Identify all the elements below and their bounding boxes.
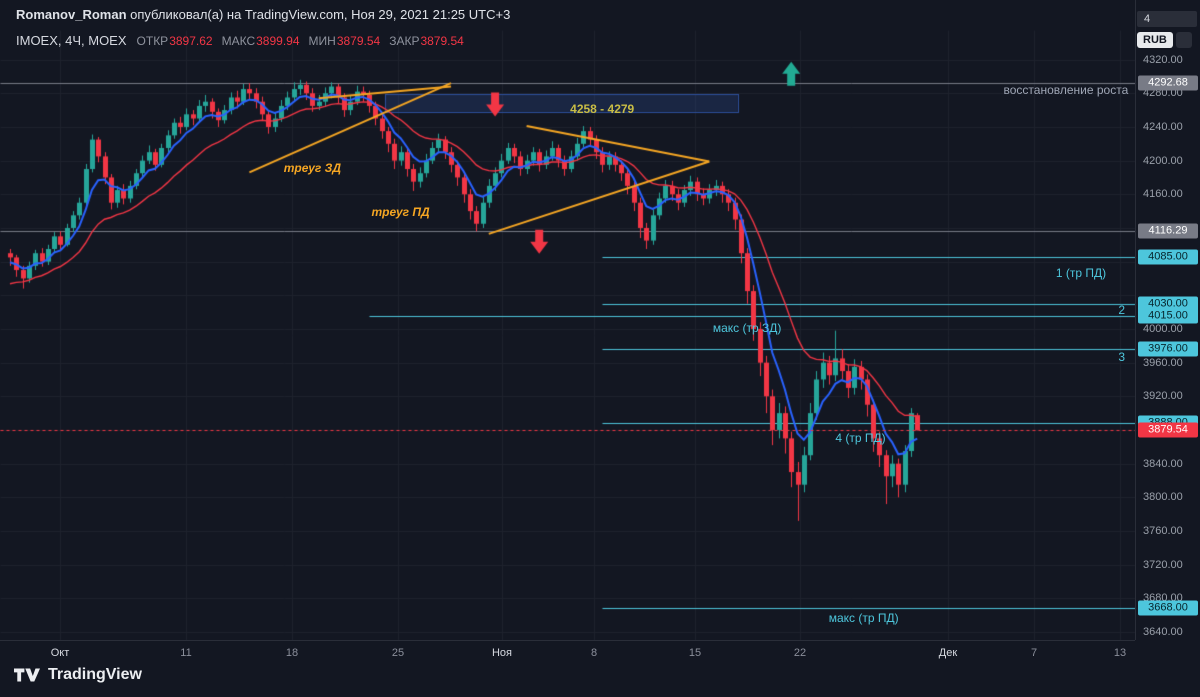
time-label-11: 11 (180, 647, 192, 659)
chart-annotation: 4 (тр ПД) (835, 431, 886, 446)
author-name: Romanov_Roman (16, 7, 127, 22)
price-tick: 3760.00 (1143, 524, 1183, 537)
price-tick: 3920.00 (1143, 390, 1183, 403)
time-label-22: 22 (793, 647, 807, 659)
chart-annotation: восстановление роста (1003, 82, 1129, 97)
ohlc-field-ЗАКР: ЗАКР3879.54 (389, 34, 464, 48)
publish-text: опубликовал(а) на TradingView.com, Ноя 2… (126, 7, 511, 22)
price-badge-3976.00: 3976.00 (1138, 341, 1198, 357)
chart-annotation: макс (тр ПД) (828, 610, 899, 625)
price-tick: 4280.00 (1143, 87, 1183, 100)
time-label-7: 7 (1030, 647, 1038, 659)
price-badge-4292.68: 4292.68 (1138, 75, 1198, 91)
tradingview-logo[interactable]: TradingView (14, 666, 142, 684)
price-axis-top: 4 RUB (1137, 11, 1199, 48)
chart-annotation: 2 (1118, 303, 1126, 318)
time-label-Окт: Окт (50, 647, 70, 659)
ohlc-fields: ОТКР3897.62 МАКС3899.94 МИН3879.54 ЗАКР3879… (137, 33, 473, 48)
price-tick: 4000.00 (1143, 322, 1183, 335)
price-badge-4085.00: 4085.00 (1138, 249, 1198, 265)
price-tick: 3840.00 (1143, 457, 1183, 470)
price-axis[interactable]: 4320.00 4280.00 4240.00 4200.00 4160.00 4000.… (1135, 0, 1200, 640)
price-badge-4030.00: 4030.00 (1138, 296, 1198, 312)
price-tick: 3640.00 (1143, 626, 1183, 638)
time-label-15: 15 (688, 647, 702, 659)
price-tick: 4200.00 (1143, 154, 1183, 167)
chart-annotation: 1 (тр ПД) (1055, 266, 1107, 281)
chart-annotation: 4258 - 4279 (570, 102, 635, 117)
logo-text: TradingView (48, 666, 142, 683)
price-tick: 3960.00 (1143, 356, 1183, 369)
time-label-Ноя: Ноя (491, 647, 513, 659)
ohlc-field-ОТКР: ОТКР3897.62 (136, 34, 213, 48)
time-label-8: 8 (590, 647, 598, 659)
chart-annotation: треуг ПД (371, 204, 430, 219)
publish-info: Romanov_Roman опубликовал(а) на TradingV… (16, 7, 510, 22)
time-axis[interactable]: Окт 11 18 25 Ноя 8 15 22 Дек 7 13 (0, 640, 1135, 667)
tradingview-logo-icon (14, 668, 40, 682)
price-axis-top-badge: 4 (1137, 11, 1197, 27)
time-label-13: 13 (1113, 647, 1127, 659)
chart-annotation: треуг ЗД (283, 161, 342, 176)
time-label-Дек: Дек (938, 647, 958, 659)
price-tick: 3800.00 (1143, 491, 1183, 504)
chart-annotation: макс (тр ЗД) (712, 321, 782, 336)
price-badge-3668.00: 3668.00 (1138, 600, 1198, 616)
axis-unit-toggle-icon[interactable] (1175, 32, 1192, 48)
price-badge-4116.29: 4116.29 (1138, 223, 1198, 239)
time-label-18: 18 (285, 647, 299, 659)
price-tick: 3720.00 (1143, 558, 1183, 571)
price-tick: 4320.00 (1143, 53, 1183, 66)
price-badge-4015.00: 4015.00 (1138, 308, 1198, 324)
symbol-title[interactable]: IMOEX, 4Ч, MOEX (16, 33, 127, 48)
chart-annotation: 3 (1118, 349, 1126, 364)
symbol-legend: IMOEX, 4Ч, MOEX ОТКР3897.62 МАКС3899.94 МИН… (16, 33, 473, 48)
currency-badge[interactable]: RUB (1137, 32, 1173, 48)
ohlc-field-МИН: МИН3879.54 (308, 34, 381, 48)
price-tick: 4240.00 (1143, 120, 1183, 133)
price-tick: 4160.00 (1143, 188, 1183, 201)
ohlc-field-МАКС: МАКС3899.94 (221, 34, 300, 48)
time-label-25: 25 (391, 647, 405, 659)
price-badge-3879.54: 3879.54 (1138, 422, 1198, 438)
